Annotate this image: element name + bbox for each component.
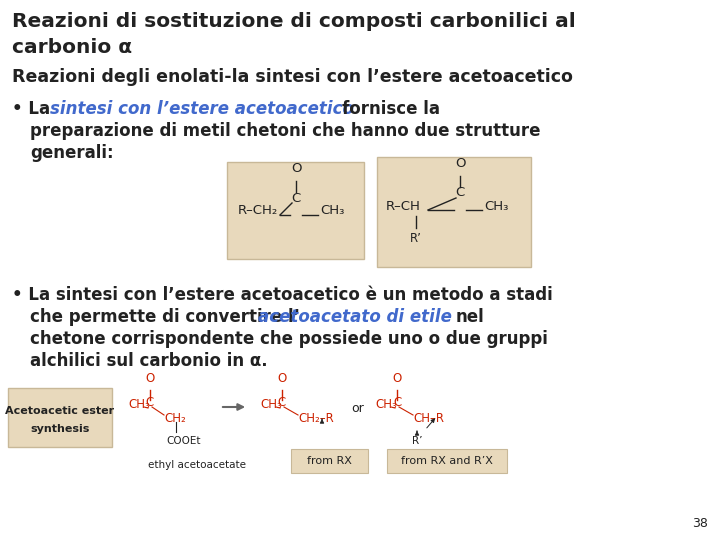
Text: CH₃: CH₃ (375, 399, 397, 411)
Text: O: O (455, 157, 465, 170)
Text: Reazioni di sostituzione di composti carbonilici al: Reazioni di sostituzione di composti car… (12, 12, 576, 31)
Text: C: C (455, 186, 464, 199)
Text: alchilici sul carbonio in α.: alchilici sul carbonio in α. (30, 352, 268, 370)
Text: che permette di convertire l’: che permette di convertire l’ (30, 308, 306, 326)
Text: ethyl acetoacetate: ethyl acetoacetate (148, 460, 246, 470)
Text: R–CH₂: R–CH₂ (238, 205, 278, 218)
Text: from RX and R’X: from RX and R’X (401, 456, 493, 466)
Text: O: O (392, 372, 402, 385)
Text: COOEt: COOEt (166, 436, 200, 446)
Text: sintesi con l’estere acetoacetico: sintesi con l’estere acetoacetico (50, 100, 354, 118)
Text: fornisce la: fornisce la (342, 100, 440, 118)
Text: • La: • La (12, 100, 56, 118)
Text: R–CH: R–CH (386, 199, 421, 213)
FancyBboxPatch shape (377, 157, 531, 267)
Text: C: C (146, 395, 154, 408)
Text: CH₂–R: CH₂–R (298, 411, 334, 424)
Text: C: C (292, 192, 301, 205)
Text: Reazioni degli enolati-la sintesi con l’estere acetoacetico: Reazioni degli enolati-la sintesi con l’… (12, 68, 573, 86)
Text: O: O (291, 162, 301, 175)
Text: generali:: generali: (30, 144, 114, 162)
FancyBboxPatch shape (387, 449, 507, 473)
FancyBboxPatch shape (227, 162, 364, 259)
FancyBboxPatch shape (8, 388, 112, 447)
Text: acetoacetato di etile: acetoacetato di etile (258, 308, 452, 326)
Text: CH₃: CH₃ (484, 199, 508, 213)
Text: CH₂: CH₂ (164, 411, 186, 424)
Text: O: O (277, 372, 287, 385)
FancyBboxPatch shape (291, 449, 368, 473)
Text: CH–R: CH–R (413, 411, 444, 424)
Text: CH₃: CH₃ (128, 399, 150, 411)
Text: C: C (393, 395, 401, 408)
Text: R’: R’ (410, 232, 422, 245)
Text: or: or (351, 402, 364, 415)
Text: CH₃: CH₃ (260, 399, 282, 411)
Text: 38: 38 (692, 517, 708, 530)
Text: from RX: from RX (307, 456, 352, 466)
Text: Acetoacetic ester: Acetoacetic ester (6, 406, 114, 416)
Text: nel: nel (456, 308, 485, 326)
Text: CH₃: CH₃ (320, 205, 344, 218)
Text: preparazione di metil chetoni che hanno due strutture: preparazione di metil chetoni che hanno … (30, 122, 541, 140)
Text: O: O (145, 372, 155, 385)
Text: C: C (278, 395, 286, 408)
Text: • La sintesi con l’estere acetoacetico è un metodo a stadi: • La sintesi con l’estere acetoacetico è… (12, 286, 553, 304)
Text: synthesis: synthesis (30, 424, 90, 434)
Text: chetone corrispondente che possiede uno o due gruppi: chetone corrispondente che possiede uno … (30, 330, 548, 348)
Text: R’: R’ (412, 436, 422, 446)
Text: carbonio α: carbonio α (12, 38, 132, 57)
